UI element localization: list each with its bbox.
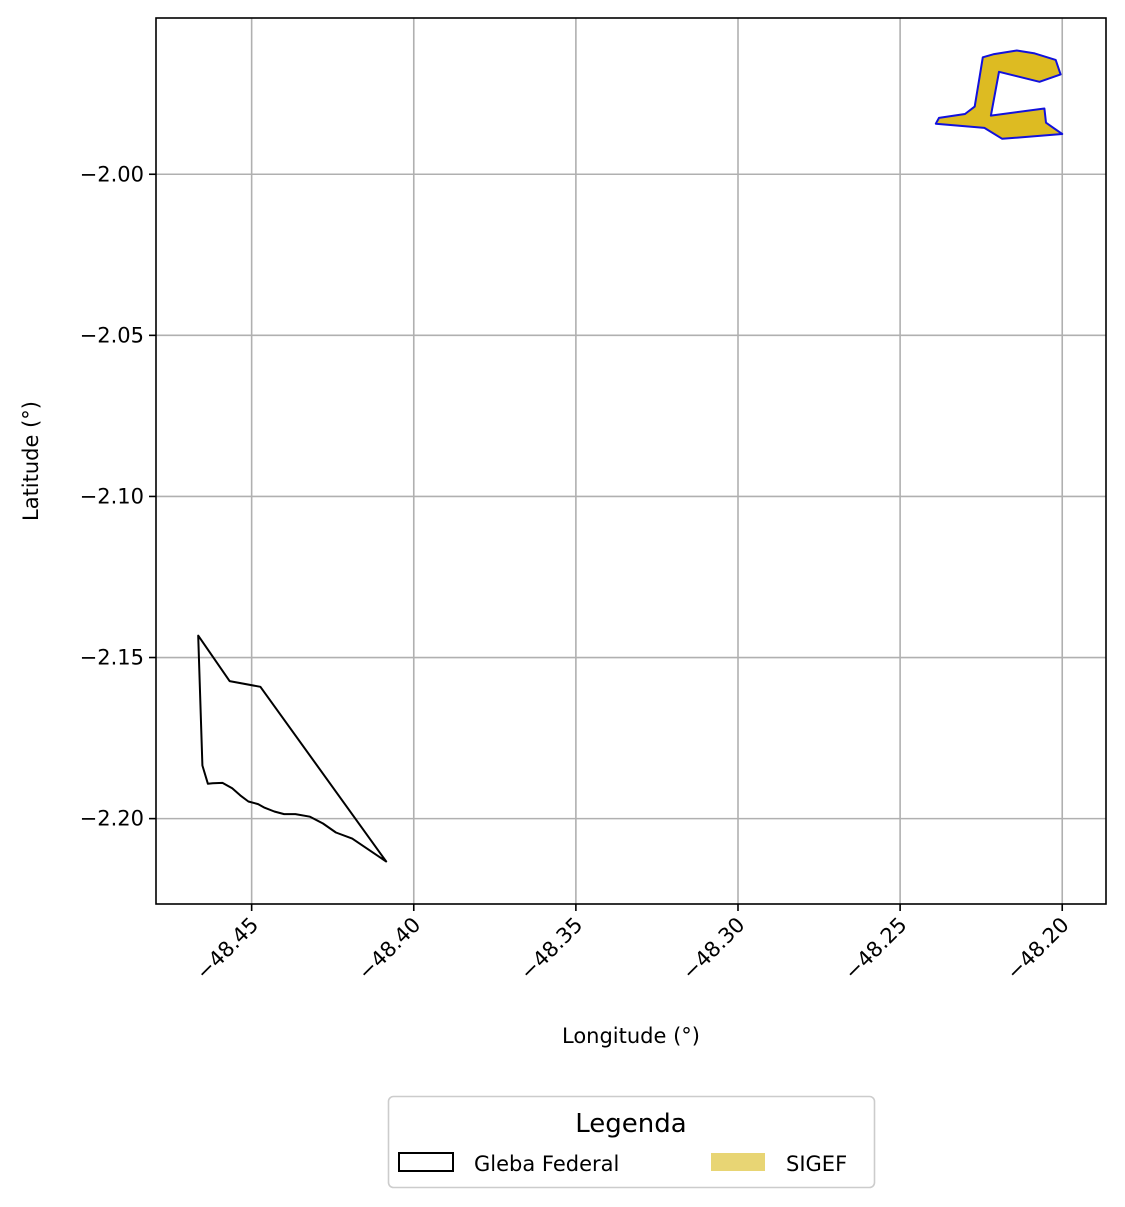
x-axis-label: Longitude (°) bbox=[562, 1024, 700, 1048]
y-tick-label: −2.15 bbox=[80, 646, 144, 670]
y-tick-label: −2.10 bbox=[80, 484, 144, 508]
legend-label-sigef: SIGEF bbox=[786, 1152, 847, 1176]
map-layers bbox=[197, 49, 1064, 863]
legend-label-gleba-federal: Gleba Federal bbox=[474, 1152, 619, 1176]
y-tick-label: −2.20 bbox=[80, 807, 144, 831]
legend-swatch-sigef bbox=[711, 1153, 765, 1171]
grid-lines bbox=[156, 18, 1106, 904]
y-axis-label: Latitude (°) bbox=[19, 401, 43, 521]
polygon-sigef bbox=[934, 49, 1064, 140]
plot-frame bbox=[155, 17, 1107, 905]
legend: Legenda Gleba Federal SIGEF bbox=[387, 1095, 876, 1189]
y-tick-label: −2.05 bbox=[80, 323, 144, 347]
legend-title: Legenda bbox=[575, 1109, 686, 1139]
polygon-gleba-federal bbox=[197, 634, 388, 863]
y-tick-label: −2.00 bbox=[80, 162, 144, 186]
legend-swatch-gleba-federal bbox=[398, 1152, 454, 1172]
